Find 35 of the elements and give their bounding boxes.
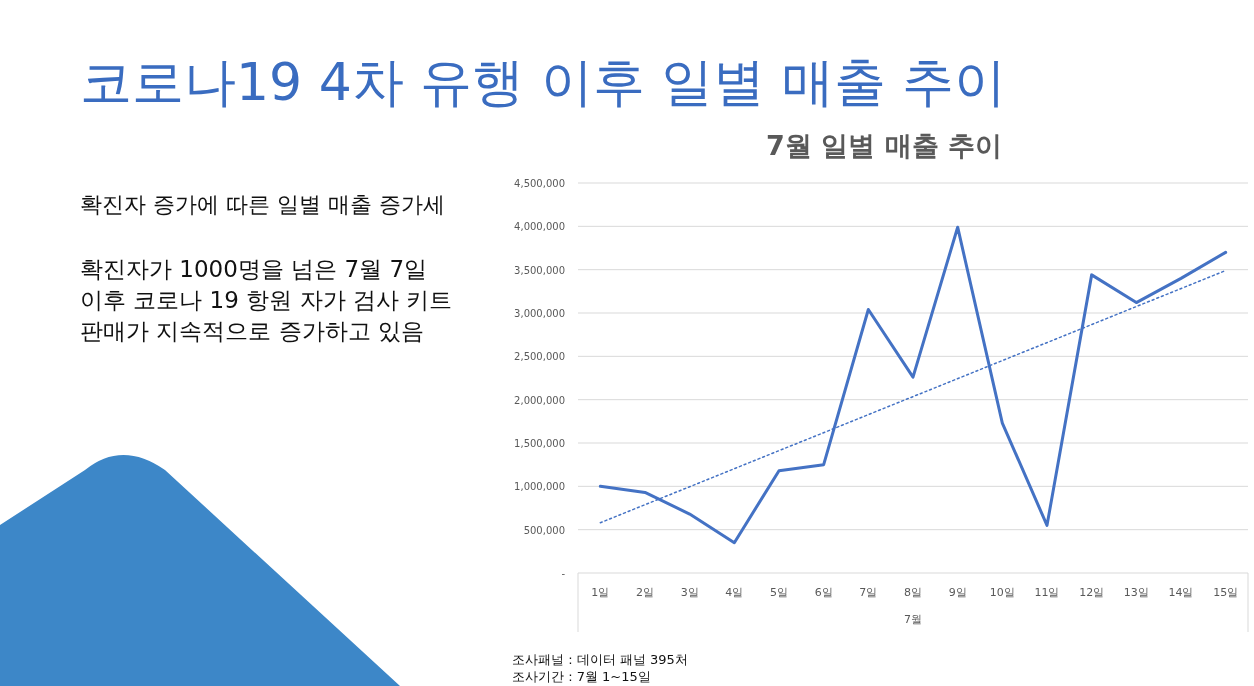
x-tick-label: 15일 — [1213, 586, 1239, 599]
x-tick-label: 12일 — [1079, 586, 1105, 599]
line-series — [598, 225, 1228, 545]
x-tick-label: 6일 — [814, 586, 833, 599]
y-tick-label: - — [561, 568, 566, 579]
x-tick-label: 13일 — [1123, 586, 1149, 599]
text: 조사패널 : 데이터 패널 395처 — [512, 652, 688, 667]
x-tick-label: 3일 — [680, 586, 699, 599]
y-tick-label: 500,000 — [523, 524, 565, 536]
y-tick-label: 4,500,000 — [514, 178, 565, 189]
x-tick-label: 9일 — [948, 586, 967, 599]
x-tick-label: 11일 — [1034, 586, 1060, 599]
x-tick-label: 5일 — [770, 586, 788, 599]
x-tick-label: 1일 — [591, 586, 610, 599]
text: 확진자 증가에 따른 일별 매출 증가세 — [80, 192, 445, 217]
text: 조사기간 : 7월 1~15일 — [512, 669, 651, 684]
y-tick-label: 2,000,000 — [514, 394, 565, 406]
y-tick-label: 1,000,000 — [514, 481, 565, 493]
x-axis-title: 7월 — [904, 613, 922, 626]
y-tick-label: 3,000,000 — [514, 308, 565, 319]
y-tick-label: 1,500,000 — [514, 438, 565, 449]
chart-title: 코로나19 4차 유행 이후 일별 매출 추이 — [80, 52, 1007, 112]
x-tick-label: 10일 — [989, 586, 1015, 599]
y-tick-label: 3,500,000 — [514, 264, 565, 276]
text: 확진자가 1000명을 넘은 7월 7일 — [80, 256, 428, 282]
chart-subtitle: 7월 일별 매출 추이 — [766, 130, 1002, 161]
x-tick-label: 8일 — [904, 586, 922, 599]
x-tick-label: 14일 — [1168, 586, 1194, 599]
text: 판매가 지속적으로 증가하고 있음 — [80, 318, 424, 344]
x-tick-label: 2일 — [636, 586, 654, 599]
y-tick-label: 4,000,000 — [514, 221, 565, 233]
text: 이후 코로나 19 항원 자가 검사 키트 — [80, 287, 453, 313]
x-tick-label: 7일 — [859, 586, 878, 599]
y-tick-label: 2,500,000 — [514, 351, 565, 363]
x-tick-label: 4일 — [725, 586, 744, 599]
